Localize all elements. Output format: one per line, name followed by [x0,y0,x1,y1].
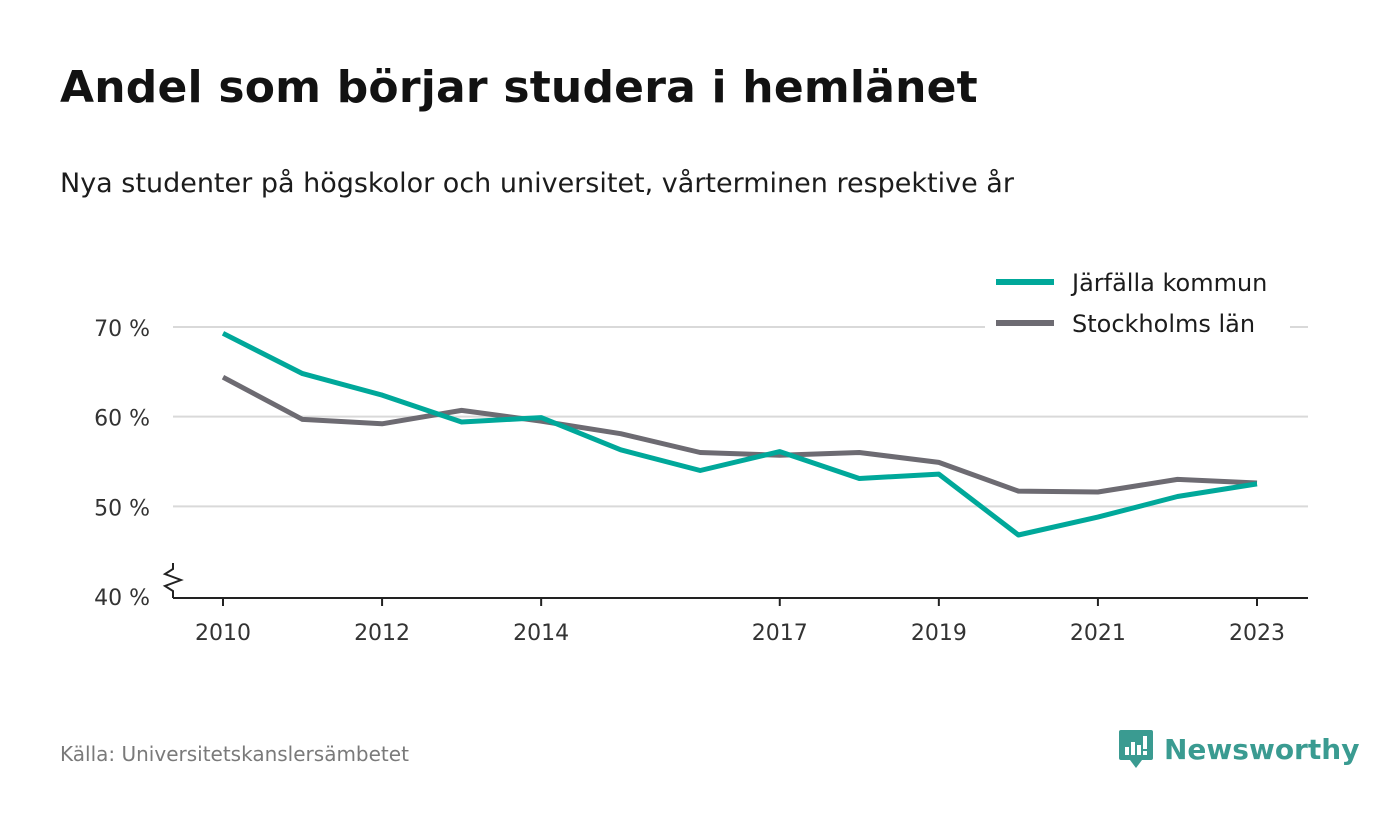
x-tick-label: 2019 [911,621,967,646]
newsworthy-logo-icon [1119,730,1153,768]
x-tick-label: 2014 [513,621,569,646]
series-line-jarfalla [221,331,1258,538]
y-tick-label: 60 % [94,407,150,432]
brand-name: Newsworthy [1164,732,1360,766]
legend-background [985,262,1290,342]
y-tick-label: 40 % [94,586,150,611]
legend-label: Järfälla kommun [1070,269,1267,297]
x-tick-label: 2023 [1229,621,1285,646]
y-tick-label: 50 % [94,496,150,521]
x-tick-label: 2012 [354,621,410,646]
x-tick-label: 2017 [752,621,808,646]
legend-label: Stockholms län [1072,310,1255,338]
y-tick-label: 70 % [94,317,150,342]
source-note: Källa: Universitetskanslersämbetet [60,742,409,766]
x-tick-label: 2021 [1070,621,1126,646]
axis-break-icon [162,563,184,598]
chart-title: Andel som börjar studera i hemlänet [60,62,978,113]
brand-logo[interactable]: Newsworthy [1118,728,1359,770]
series-line-stockholm [221,374,1258,495]
x-tick-label: 2010 [195,621,251,646]
chart-subtitle: Nya studenter på högskolor och universit… [60,168,1014,199]
